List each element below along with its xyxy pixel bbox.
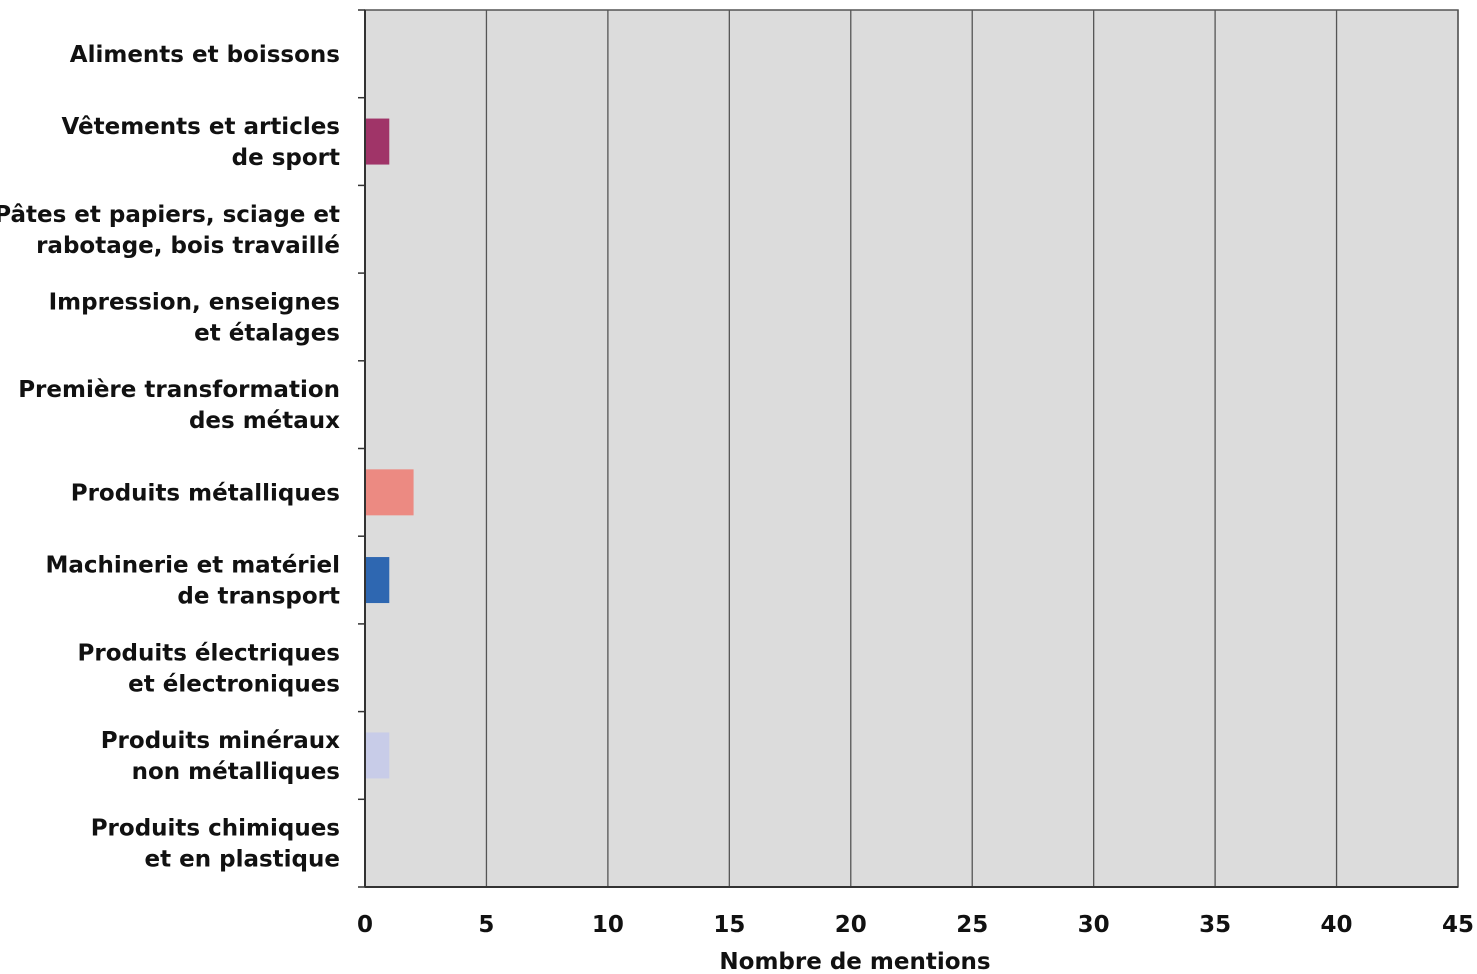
category-label-line: Vêtements et articles (61, 114, 340, 140)
category-label-line: Produits chimiques (91, 816, 340, 842)
category-label-line: Pâtes et papiers, sciage et (0, 202, 340, 228)
category-label: Produits métalliques (71, 480, 340, 506)
category-labels: Aliments et boissons Vêtements et article… (0, 42, 340, 873)
category-label: Impression, enseignes et étalages (49, 289, 340, 346)
x-axis-title: Nombre de mentions (719, 949, 990, 974)
category-label: Pâtes et papiers, sciage et rabotage, boi… (0, 202, 340, 259)
category-label-line: Machinerie et matériel (46, 553, 341, 579)
category-label: Produits électriques et électroniques (78, 640, 340, 697)
x-tick-label: 45 (1442, 912, 1474, 938)
category-label-line: et en plastique (145, 847, 340, 873)
category-label-line: de sport (232, 145, 340, 171)
bar (365, 118, 390, 165)
x-tick-label: 0 (357, 912, 373, 938)
bar (365, 732, 390, 779)
bar (365, 469, 414, 516)
x-tick-label: 5 (478, 912, 494, 938)
y-axis-ticks (358, 9, 365, 888)
category-label-line: Produits métalliques (71, 480, 340, 506)
category-label: Première transformation des métaux (18, 377, 340, 434)
category-label: Machinerie et matériel de transport (46, 553, 341, 610)
category-label-line: et électroniques (128, 671, 340, 697)
category-label-line: et étalages (194, 320, 340, 346)
category-label-line: rabotage, bois travaillé (36, 233, 340, 259)
x-tick-label: 15 (713, 912, 745, 938)
category-label: Aliments et boissons (70, 42, 340, 68)
x-tick-label: 10 (592, 912, 624, 938)
category-label-line: Produits minéraux (101, 728, 340, 754)
category-label-line: Impression, enseignes (49, 289, 340, 315)
x-tick-label: 25 (956, 912, 988, 938)
plot-area (364, 9, 1459, 888)
bar (365, 557, 390, 604)
gridlines (485, 10, 1459, 887)
category-label-line: de transport (177, 584, 340, 610)
category-label-line: Aliments et boissons (70, 42, 340, 68)
category-label: Produits minéraux non métalliques (101, 728, 340, 785)
category-label: Vêtements et articles de sport (61, 114, 340, 171)
x-tick-labels: 0 5 10 15 20 25 30 35 40 45 (357, 912, 1474, 938)
x-tick-label: 30 (1078, 912, 1110, 938)
category-label-line: Première transformation (18, 377, 340, 403)
category-label-line: non métalliques (132, 759, 340, 785)
category-label-line: des métaux (189, 408, 340, 434)
category-label: Produits chimiques et en plastique (91, 816, 340, 873)
category-label-line: Produits électriques (78, 640, 340, 666)
x-tick-label: 35 (1199, 912, 1231, 938)
x-tick-label: 40 (1321, 912, 1353, 938)
x-tick-label: 20 (835, 912, 867, 938)
bars (365, 118, 414, 779)
